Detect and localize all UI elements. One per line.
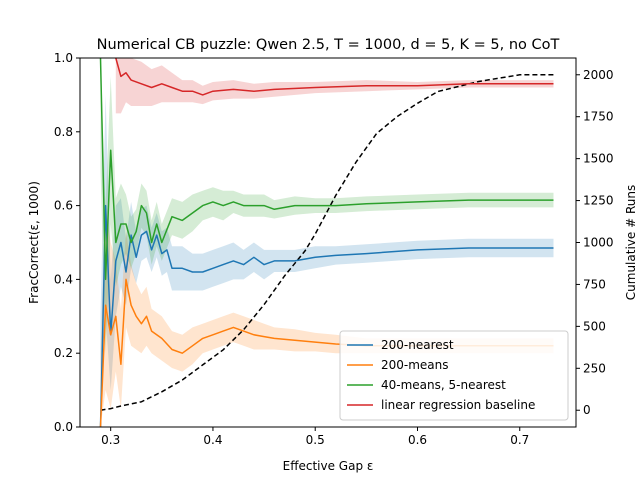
y-tick-label: 0.8 [54,125,73,139]
x-axis-label: Effective Gap ε [283,459,374,473]
200-means-line [99,278,554,428]
x-tick-label: 0.5 [306,433,325,447]
y2-tick-label: 0 [583,403,591,417]
legend-label-40-means-5-nearest: 40-means, 5-nearest [381,378,506,392]
y-tick-label: 0.2 [54,346,73,360]
linear-regression-baseline-band [115,58,554,114]
y-axis-ticks: 0.0 0.2 0.4 0.6 0.8 1.0 [54,51,80,434]
y2-tick-label: 750 [583,277,606,291]
y2-axis-label: Cumulative # Runs [624,185,638,300]
x-tick-label: 0.3 [101,433,120,447]
y-tick-label: 1.0 [54,51,73,65]
y-tick-label: 0.0 [54,420,73,434]
x-tick-label: 0.6 [408,433,427,447]
x-axis-ticks: 0.3 0.4 0.5 0.6 0.7 [101,427,529,447]
y2-axis-ticks: 0 250 500 750 1000 1250 1500 1750 2000 [576,68,614,417]
y-axis-label: FracCorrect(ε, 1000) [27,181,41,304]
40-means-5-nearest-line [99,57,554,281]
y2-tick-label: 1750 [583,110,614,124]
legend-box [339,330,569,421]
legend-label-200-nearest: 200-nearest [381,338,454,352]
y-tick-label: 0.4 [54,272,73,286]
200-nearest-line [99,204,554,428]
series-lines [99,57,554,428]
cumulative-runs-line [100,74,554,411]
y2-tick-label: 1500 [583,152,614,166]
y2-tick-label: 2000 [583,68,614,82]
legend-label-200-means: 200-means [381,358,449,372]
y-tick-label: 0.6 [54,199,73,213]
x-tick-label: 0.4 [203,433,222,447]
200-nearest-band [100,94,554,428]
y2-tick-label: 500 [583,319,606,333]
x-tick-label: 0.7 [510,433,529,447]
legend: 200-nearest 200-means 40-means, 5-nearest l… [339,330,569,421]
y2-tick-label: 1250 [583,194,614,208]
linear-regression-baseline-line [115,57,554,96]
y2-tick-label: 1000 [583,236,614,250]
legend-label-linear-regression-baseline: linear regression baseline [381,398,535,412]
chart-title: Numerical CB puzzle: Qwen 2.5, T = 1000,… [97,37,560,53]
y2-tick-label: 250 [583,361,606,375]
